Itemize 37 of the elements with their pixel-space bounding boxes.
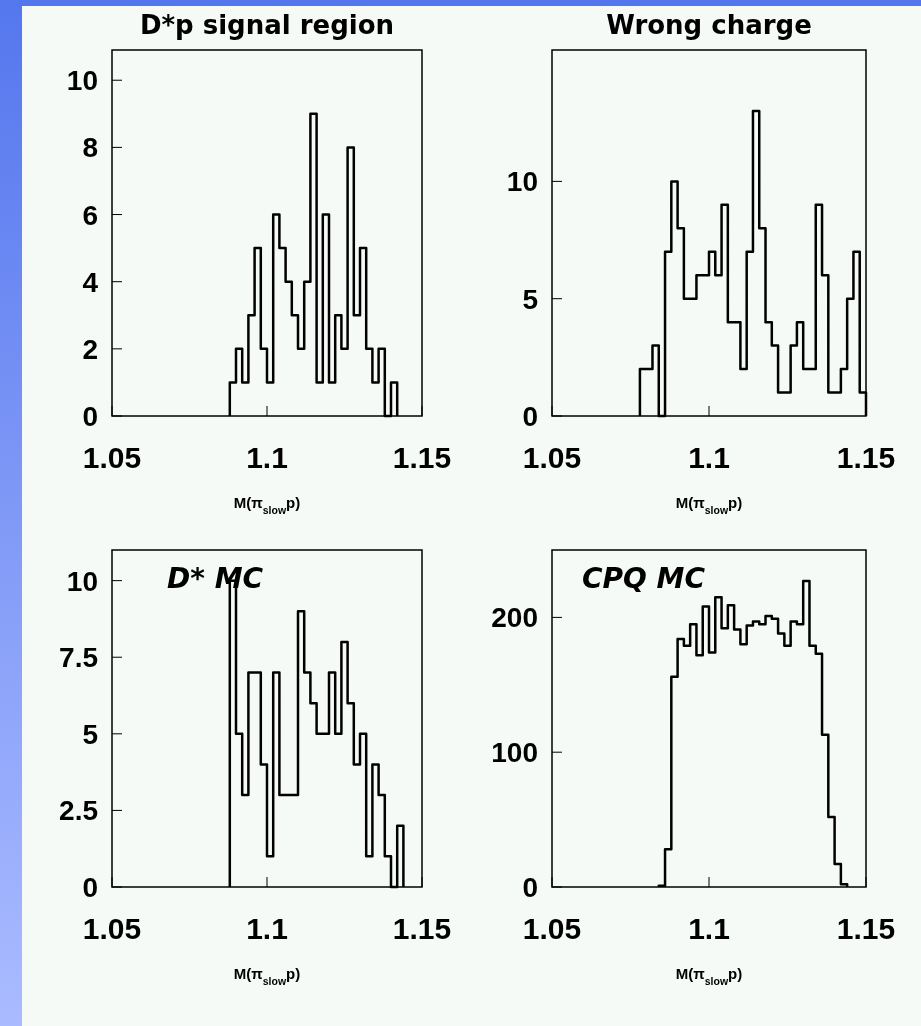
- y-tick-label: 4: [82, 266, 99, 298]
- x-tick-label: 1.1: [688, 441, 730, 474]
- x-axis-title: M(π$_{slow}$p): [233, 494, 301, 516]
- y-tick-label: 7.5: [59, 642, 98, 674]
- y-tick-label: 0: [82, 872, 98, 904]
- x-tick-label: 1.15: [392, 441, 452, 474]
- chart-title: Wrong charge: [606, 10, 812, 40]
- x-axis-title: M(π$_{slow}$p): [675, 965, 743, 987]
- y-tick-label: 10: [66, 565, 98, 597]
- x-tick-label: 1.1: [688, 912, 730, 945]
- x-tick-label: 1.15: [836, 441, 896, 474]
- y-tick-label: 0: [522, 401, 538, 433]
- y-tick-label: 8: [82, 132, 98, 164]
- x-tick-label: 1.1: [246, 441, 288, 474]
- x-tick-label: 1.15: [392, 912, 452, 945]
- y-tick-label: 10: [506, 166, 538, 198]
- annotation: D* MC: [167, 562, 264, 595]
- x-tick-label: 1.05: [522, 441, 582, 474]
- y-tick-label: 200: [491, 602, 538, 634]
- y-tick-label: 0: [82, 401, 98, 433]
- x-axis-title: M(π$_{slow}$p): [233, 965, 301, 987]
- x-tick-label: 1.05: [82, 912, 142, 945]
- y-tick-label: 100: [491, 737, 538, 769]
- x-tick-label: 1.1: [246, 912, 288, 945]
- y-tick-label: 5: [522, 283, 538, 315]
- annotation: CPQ MC: [582, 562, 706, 595]
- y-tick-label: 2: [82, 333, 98, 365]
- y-tick-label: 6: [82, 199, 98, 231]
- x-axis-title: M(π$_{slow}$p): [675, 494, 743, 516]
- y-tick-label: 5: [82, 718, 98, 750]
- y-tick-label: 0: [522, 872, 538, 904]
- x-tick-label: 1.05: [522, 912, 582, 945]
- y-tick-label: 10: [66, 65, 98, 97]
- x-tick-label: 1.05: [82, 441, 142, 474]
- x-tick-label: 1.15: [836, 912, 896, 945]
- chart-title: D*p signal region: [139, 10, 395, 40]
- y-tick-label: 2.5: [59, 795, 98, 827]
